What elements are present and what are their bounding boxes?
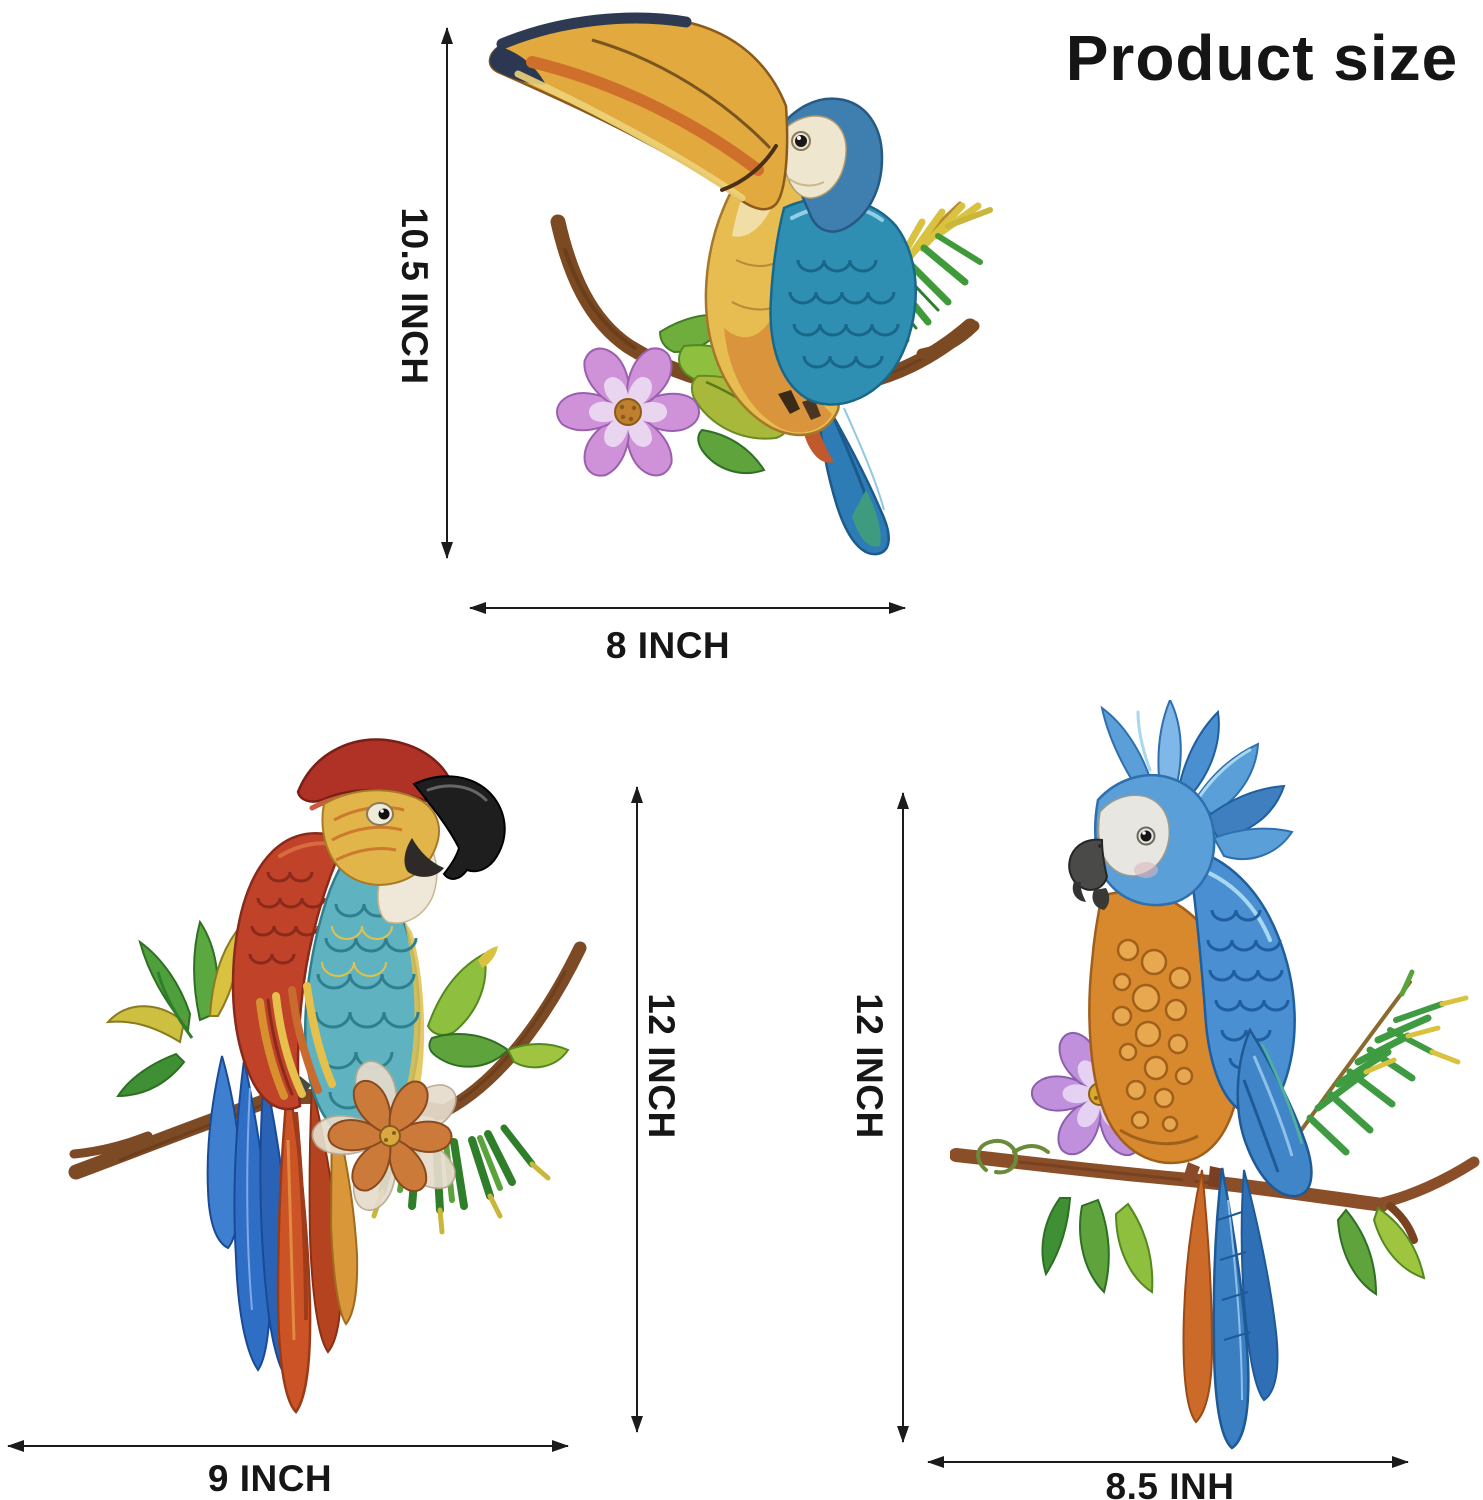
cockatoo-leaves	[1041, 1197, 1426, 1296]
parrot-leaves	[426, 946, 570, 1069]
parrot-flower	[311, 1060, 457, 1211]
cockatoo-width-label: 8.5 INH	[1105, 1466, 1235, 1500]
toucan-height-arrow	[446, 28, 448, 558]
cockatoo-wall-art-illustration	[949, 697, 1480, 1450]
parrot-height-label: 12 INCH	[641, 993, 682, 1139]
toucan-width-arrow	[470, 607, 905, 609]
toucan-height-label: 10.5 INCH	[394, 207, 435, 385]
toucan-width-label: 8 INCH	[605, 625, 731, 666]
cockatoo-head	[1068, 774, 1216, 910]
page-title: Product size	[1065, 22, 1459, 94]
cockatoo-width-arrow	[928, 1461, 1408, 1463]
cockatoo-height-arrow	[902, 793, 904, 1442]
parrot-back	[231, 832, 348, 1111]
toucan-wall-art-illustration	[488, 12, 993, 556]
toucan-flower	[556, 347, 700, 477]
parrot-width-arrow	[8, 1445, 568, 1447]
cockatoo-crest	[1100, 697, 1294, 860]
cockatoo-wing	[1186, 846, 1296, 1115]
parrot-head	[296, 738, 506, 924]
parrot-wall-art-illustration	[68, 738, 587, 1414]
toucan-feet	[778, 390, 821, 420]
cockatoo-wing-blades	[1236, 1027, 1313, 1198]
parrot-wing-stripes	[256, 982, 336, 1100]
cockatoo-tail	[1182, 1167, 1279, 1450]
cockatoo-fern	[1284, 969, 1469, 1156]
cockatoo-height-label: 12 INCH	[849, 993, 890, 1139]
toucan-tail	[802, 397, 890, 556]
parrot-width-label: 9 INCH	[207, 1458, 333, 1499]
toucan-wing	[769, 196, 917, 406]
parrot-height-arrow	[636, 787, 638, 1432]
parrot-tail	[276, 1079, 359, 1414]
toucan-beak	[488, 12, 789, 211]
